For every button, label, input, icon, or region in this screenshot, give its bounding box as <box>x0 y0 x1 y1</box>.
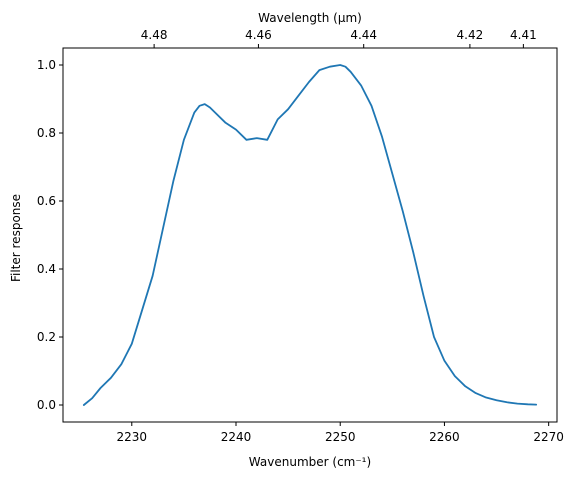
y-tick-label: 0.4 <box>37 262 56 276</box>
y-tick-label: 0.8 <box>37 126 56 140</box>
y-tick-label: 0.6 <box>37 194 56 208</box>
x-axis-label: Wavenumber (cm⁻¹) <box>249 455 371 469</box>
y-axis-label: Filter response <box>9 194 23 282</box>
ticks-group: 2230 2240 2250 2260 2270 0.0 0.2 0.4 0.6 0.8 1.0 4.… <box>37 28 564 444</box>
plot-frame <box>62 47 558 423</box>
y-tick-label: 0.2 <box>37 330 56 344</box>
x-tick-label: 2270 <box>533 430 564 444</box>
series-line <box>82 64 538 406</box>
top-tick-label: 4.41 <box>510 28 537 42</box>
x-tick-label: 2240 <box>221 430 252 444</box>
top-axis-label: Wavelength (μm) <box>258 11 362 25</box>
top-tick-label: 4.42 <box>457 28 484 42</box>
y-tick-label: 0.0 <box>37 398 56 412</box>
x-tick-label: 2260 <box>429 430 460 444</box>
top-tick-label: 4.46 <box>245 28 272 42</box>
top-tick-label: 4.44 <box>350 28 377 42</box>
top-tick-label: 4.48 <box>141 28 168 42</box>
x-tick-label: 2250 <box>325 430 356 444</box>
x-tick-label: 2230 <box>117 430 148 444</box>
y-tick-label: 1.0 <box>37 58 56 72</box>
